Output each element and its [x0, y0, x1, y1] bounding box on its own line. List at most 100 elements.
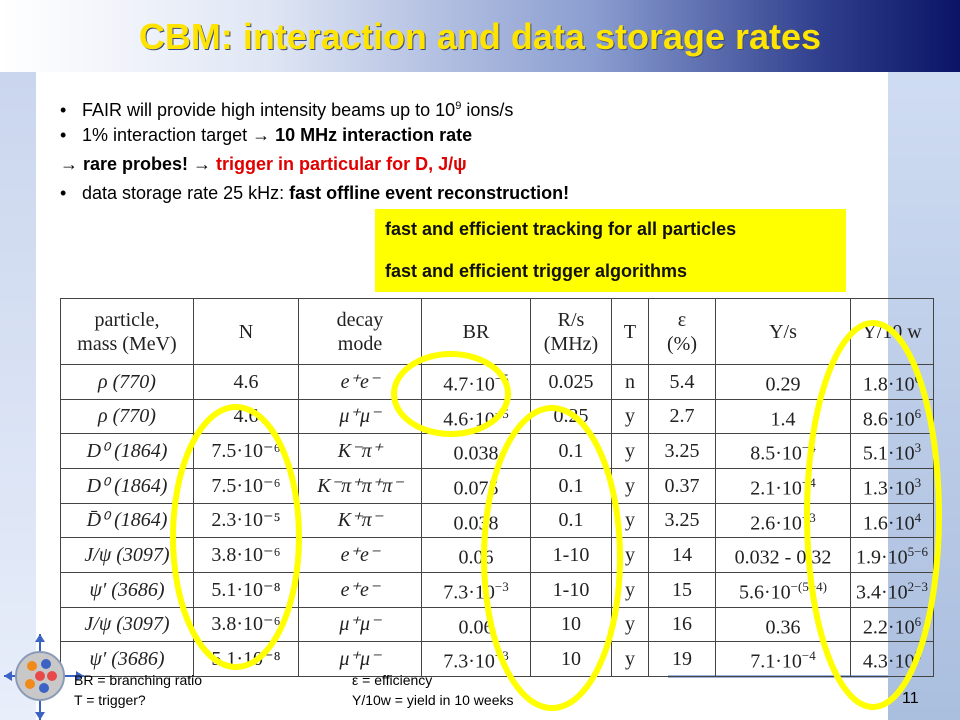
- bullet-red-emphasis: trigger in particular for D, J/ψ: [216, 154, 467, 174]
- cell-n: 4.6: [193, 398, 299, 435]
- cell-particle: ρ (770): [60, 364, 194, 400]
- page-number: 11: [902, 690, 919, 707]
- cell-yield-10w: 3.4·102−3: [850, 571, 934, 608]
- header-br: BR: [421, 298, 531, 365]
- cell-particle: ψ′ (3686): [60, 571, 194, 608]
- cell-efficiency: 14: [648, 537, 716, 573]
- cell-br: 4.6·10−5: [421, 398, 531, 435]
- table-row: J/ψ (3097) 3.8·10⁻⁶ μ⁺μ⁻ 0.06 10 y 16 0.36 2.2·1…: [60, 606, 934, 643]
- cell-yield-per-s: 0.29: [715, 364, 851, 400]
- cell-n: 5.1·10⁻⁸: [193, 641, 299, 677]
- bullet-emphasis: → 10 MHz interaction rate: [252, 125, 473, 145]
- cell-efficiency: 0.37: [648, 467, 716, 504]
- table-row: ψ′ (3686) 5.1·10⁻⁸ e⁺e⁻ 7.3·10−3 1-10 y 15 5.6·…: [60, 571, 934, 608]
- cell-efficiency: 16: [648, 606, 716, 643]
- cell-efficiency: 3.25: [648, 433, 716, 469]
- table-header-row: particle, mass (MeV) N decay mode BR R/s (M…: [60, 298, 934, 365]
- cell-efficiency: 3.25: [648, 502, 716, 539]
- table-body: ρ (770) 4.6 e⁺e⁻ 4.7·10−5 0.025 n 5.4 0.29 1.8·1…: [60, 364, 934, 677]
- bullet-dot: •: [60, 125, 67, 145]
- cell-particle: J/ψ (3097): [60, 537, 194, 573]
- cell-yield-10w: 1.9·105−6: [850, 537, 934, 573]
- cell-trigger: y: [611, 606, 649, 643]
- cell-efficiency: 19: [648, 641, 716, 677]
- table-row: D⁰ (1864) 7.5·10⁻⁶ K⁻π⁺π⁺π⁻ 0.075 0.1 y 0.37 2.…: [60, 467, 934, 504]
- cell-decay: K⁺π⁻: [298, 502, 422, 539]
- bullet-text: FAIR will provide high intensity beams u…: [82, 100, 456, 120]
- table-row: D̄⁰ (1864) 2.3·10⁻⁵ K⁺π⁻ 0.038 0.1 y 3.25 2.6·1…: [60, 502, 934, 539]
- cell-yield-per-s: 0.032 - 0.32: [715, 537, 851, 573]
- bullet-rare-probes: → rare probes! → trigger in particular f…: [60, 150, 880, 179]
- cell-yield-per-s: 1.4: [715, 398, 851, 435]
- cell-yield-per-s: 8.5·10−4: [715, 433, 851, 469]
- cell-trigger: y: [611, 537, 649, 573]
- cell-efficiency: 15: [648, 571, 716, 608]
- cell-trigger: y: [611, 641, 649, 677]
- cell-yield-per-s: 7.1·10−4: [715, 641, 851, 677]
- cell-particle: ρ (770): [60, 398, 194, 435]
- cell-rs: 1-10: [530, 571, 612, 608]
- cell-rs: 0.1: [530, 433, 612, 469]
- footer-t-definition: T = trigger?: [74, 692, 146, 708]
- cell-yield-per-s: 5.6·10−(5−4): [715, 571, 851, 608]
- footer-yield-definition: Y/10w = yield in 10 weeks: [352, 692, 514, 708]
- bullet-emphasis: → rare probes! →: [60, 154, 217, 174]
- footer-br-definition: BR = branching ratio: [74, 672, 203, 688]
- cell-yield-per-s: 2.6·10−3: [715, 502, 851, 539]
- cell-n: 2.3·10⁻⁵: [193, 502, 299, 539]
- header-t: T: [611, 298, 649, 365]
- cell-br: 0.038: [421, 433, 531, 469]
- cell-rs: 0.1: [530, 467, 612, 504]
- table-row: D⁰ (1864) 7.5·10⁻⁶ K⁻π⁺ 0.038 0.1 y 3.25 8.5·10…: [60, 433, 934, 469]
- cell-trigger: y: [611, 433, 649, 469]
- cell-yield-per-s: 2.1·10−4: [715, 467, 851, 504]
- cell-br: 0.038: [421, 502, 531, 539]
- cell-br: 7.3·10−3: [421, 571, 531, 608]
- cell-rs: 0.1: [530, 502, 612, 539]
- cbm-detector-logo-icon: [4, 634, 84, 720]
- bullet-text: ions/s: [461, 100, 514, 120]
- cell-yield-10w: 1.8·106: [850, 364, 934, 400]
- cell-trigger: y: [611, 502, 649, 539]
- cell-yield-10w: 2.2·106: [850, 606, 934, 643]
- cell-decay: e⁺e⁻: [298, 537, 422, 573]
- bullet-interaction-target: • 1% interaction target → 10 MHz interact…: [60, 121, 880, 150]
- cell-yield-10w: 4.3·103: [850, 641, 934, 677]
- header-eps: ε (%): [648, 298, 716, 365]
- footer-eps-definition: ε = efficiency: [352, 672, 433, 688]
- header-particle: particle, mass (MeV): [60, 298, 194, 365]
- cell-efficiency: 2.7: [648, 398, 716, 435]
- cell-trigger: y: [611, 571, 649, 608]
- header-ys: Y/s: [715, 298, 851, 365]
- cell-br: 0.075: [421, 467, 531, 504]
- cell-br: 0.06: [421, 537, 531, 573]
- cell-yield-10w: 1.3·103: [850, 467, 934, 504]
- cell-br: 4.7·10−5: [421, 364, 531, 400]
- bullet-text: 1% interaction target: [82, 125, 253, 145]
- cell-decay: μ⁺μ⁻: [298, 398, 422, 435]
- cell-n: 7.5·10⁻⁶: [193, 433, 299, 469]
- footer-right: ε = efficiency Y/10w = yield in 10 weeks: [352, 670, 513, 710]
- bullet-storage-rate: • data storage rate 25 kHz: fast offline …: [60, 179, 880, 208]
- cell-rs: 1-10: [530, 537, 612, 573]
- cell-decay: K⁻π⁺: [298, 433, 422, 469]
- bullet-dot: •: [60, 100, 67, 120]
- cell-n: 4.6: [193, 364, 299, 400]
- cell-trigger: y: [611, 467, 649, 504]
- footer-divider: [668, 675, 888, 678]
- footer-left: BR = branching ratio T = trigger?: [74, 670, 202, 710]
- table-row: J/ψ (3097) 3.8·10⁻⁶ e⁺e⁻ 0.06 1-10 y 14 0.032 -…: [60, 537, 934, 573]
- bullet-beam-intensity: • FAIR will provide high intensity beams …: [60, 92, 880, 121]
- slide-title: CBM: interaction and data storage rates: [138, 16, 822, 57]
- cell-decay: K⁻π⁺π⁺π⁻: [298, 467, 422, 504]
- cell-rs: 0.025: [530, 364, 612, 400]
- left-decoration: [0, 72, 36, 720]
- cell-n: 7.5·10⁻⁶: [193, 467, 299, 504]
- cell-yield-10w: 8.6·106: [850, 398, 934, 435]
- cell-rs: 10: [530, 641, 612, 677]
- bullet-emphasis: fast offline event reconstruction!: [289, 183, 570, 203]
- highlight-line-trigger: fast and efficient trigger algorithms: [385, 261, 688, 281]
- header-n: N: [193, 298, 299, 365]
- cell-yield-10w: 1.6·104: [850, 502, 934, 539]
- cell-yield-10w: 5.1·103: [850, 433, 934, 469]
